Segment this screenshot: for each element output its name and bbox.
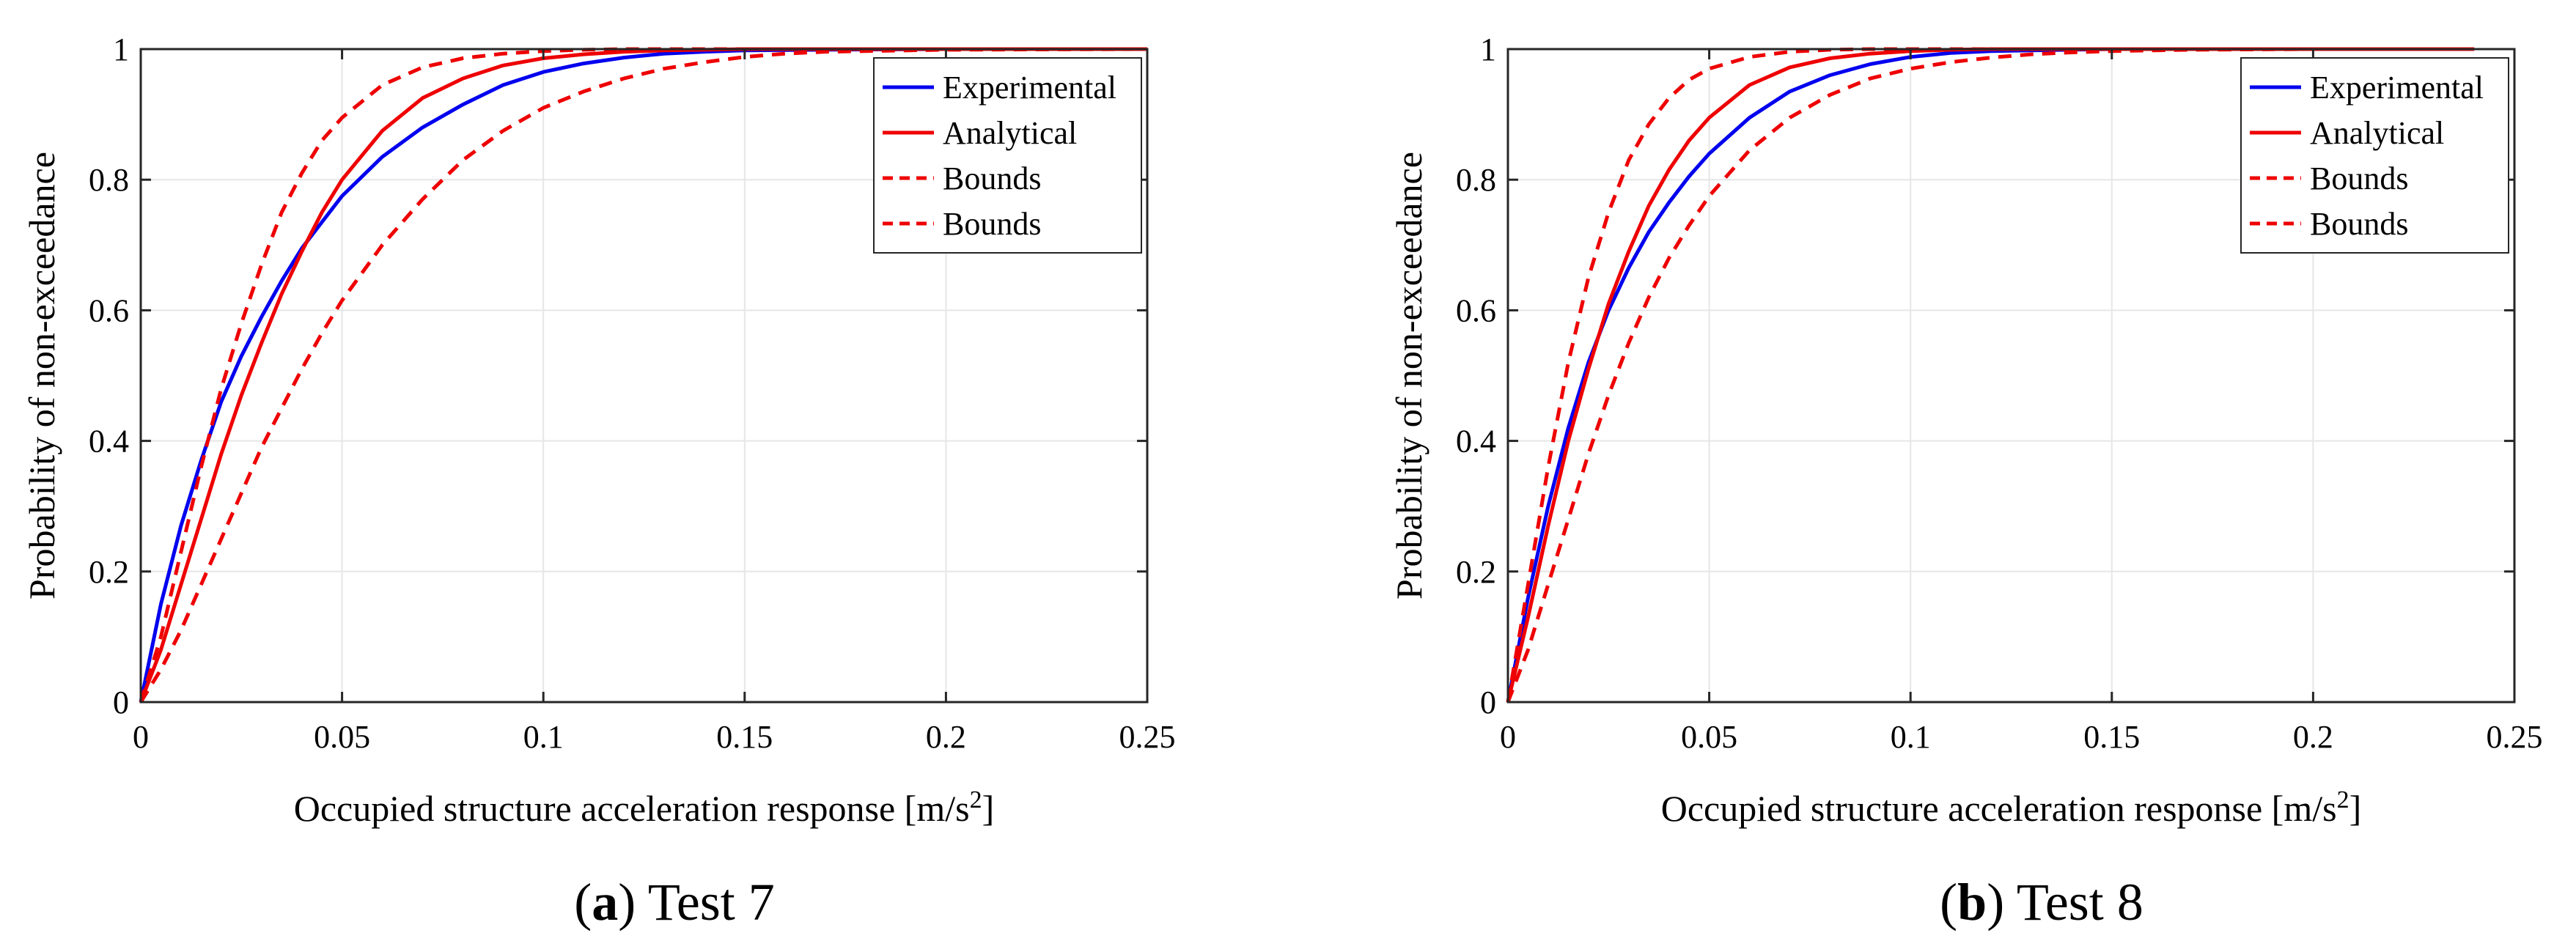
- panel-a-series-bounds-line-2: [139, 47, 1147, 703]
- panel-b-legend: Experimental Analytical Bounds Bounds: [2240, 57, 2509, 254]
- panel-a-y-tick-label: 0.2: [89, 554, 129, 590]
- panel-b-x-tick-label: 0: [1500, 719, 1516, 755]
- caption-b-letter: b: [1957, 873, 1987, 931]
- panel-a-x-tick-label: 0: [133, 719, 149, 755]
- panel-b-legend-label: Bounds: [2310, 206, 2408, 242]
- caption-a-text: ) Test 7: [618, 873, 775, 931]
- panel-a-y-tick-label: 0.6: [89, 292, 129, 328]
- panel-b-legend-box: [2240, 57, 2509, 254]
- panel-a-x-tick-label: 0.2: [926, 719, 966, 755]
- panel-b-axes-box: [1506, 48, 2516, 704]
- panel-a-x-tick-label: 0.05: [314, 719, 370, 755]
- panel-a-series-experimental-line-0: [139, 47, 1147, 703]
- panel-b-legend-label: Experimental: [2310, 70, 2484, 106]
- caption-a: (a) Test 7: [574, 873, 775, 931]
- panel-b-y-tick-label: 0.6: [1456, 292, 1496, 328]
- panel-b-y-tick-label: 0.8: [1456, 162, 1496, 198]
- caption-b-text: ) Test 8: [1987, 873, 2143, 931]
- panel-a-x-tick-label: 0.1: [523, 719, 564, 755]
- panel-a-legend-label: Experimental: [943, 70, 1116, 106]
- panel-b-chart: 0 0.05 0.1 0.15 0.2 0.25 0 0.2 0.4 0.6 0.8 1 Occupie…: [1388, 32, 2543, 829]
- panel-a-y-axis-label: Probability of non-exceedance: [21, 152, 62, 599]
- panel-b-x-tick-label: 0.25: [2487, 719, 2543, 755]
- caption-a-letter: a: [592, 873, 618, 931]
- panel-b-y-axis-label: Probability of non-exceedance: [1388, 152, 1429, 599]
- panel-b-y-tick-label: 0.2: [1456, 554, 1496, 590]
- panel-b-y-tick-label: 0.4: [1456, 424, 1496, 460]
- panel-b-legend-label: Bounds: [2310, 160, 2408, 196]
- panel-a-legend-label: Analytical: [943, 115, 1077, 151]
- panel-a-legend-label: Bounds: [943, 206, 1041, 242]
- panel-a-chart: 0 0.05 0.1 0.15 0.2 0.25 0 0.2 0.4 0.6 0.8 1 Occupie…: [21, 32, 1176, 829]
- panel-b-legend-label: Analytical: [2310, 115, 2444, 151]
- panel-b-x-tick-label: 0.15: [2083, 719, 2140, 755]
- panel-a-x-tick-label: 0.15: [716, 719, 773, 755]
- panel-b-y-tick-label: 0: [1480, 685, 1496, 720]
- panel-a-x-axis-label: Occupied structure acceleration response…: [294, 786, 994, 830]
- panel-a-y-tick-label: 0.4: [89, 424, 129, 460]
- panel-a-legend-label: Bounds: [943, 160, 1041, 196]
- panel-b-x-tick-label: 0.1: [1891, 719, 1931, 755]
- panel-a-legend-box: [873, 57, 1142, 254]
- panel-a-legend: Experimental Analytical Bounds Bounds: [873, 57, 1142, 254]
- panel-a-axes-box: [139, 48, 1149, 704]
- panel-a-y-tick-label: 1: [113, 32, 129, 67]
- panel-b-x-tick-label: 0.05: [1681, 719, 1737, 755]
- panel-a-y-tick-label: 0.8: [89, 162, 129, 198]
- panel-a-x-tick-label: 0.25: [1119, 719, 1176, 755]
- caption-b: (b) Test 8: [1940, 873, 2143, 931]
- panel-b-y-tick-label: 1: [1480, 32, 1496, 67]
- panel-b-x-axis-label: Occupied structure acceleration response…: [1661, 786, 2361, 830]
- panel-a-series-bounds-line-3: [139, 47, 1148, 704]
- panel-b-x-tick-label: 0.2: [2293, 719, 2333, 755]
- panel-a-y-tick-label: 0: [113, 685, 129, 720]
